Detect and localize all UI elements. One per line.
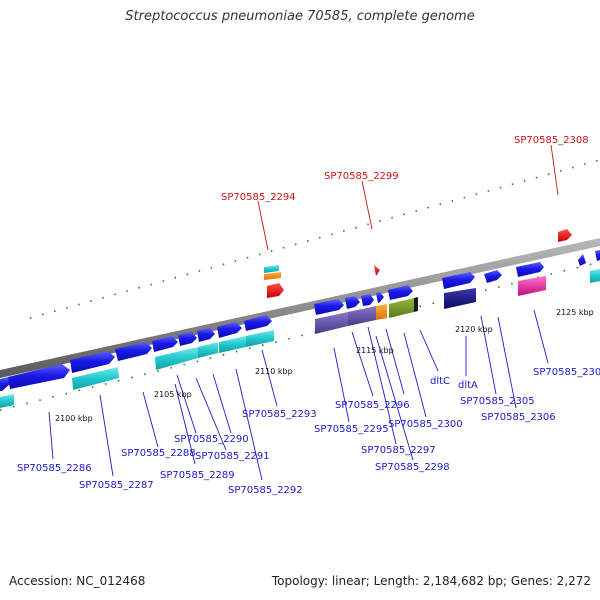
- gene-label: SP70585_2292: [228, 485, 303, 496]
- gene-label: dltC: [430, 376, 450, 387]
- gene-label: SP70585_2295: [314, 424, 389, 435]
- gene-arrow: [152, 336, 178, 352]
- cyan-feature: [0, 394, 14, 408]
- cyan-feature: [72, 367, 119, 390]
- gene-arrow: [345, 296, 360, 309]
- gene-label: SP70585_2300: [388, 419, 463, 430]
- gene-label: SP70585_2286: [17, 463, 92, 474]
- gene-label: SP70585_2307: [533, 367, 600, 378]
- orange-feature: [376, 304, 387, 320]
- gene-arrow: [442, 272, 475, 289]
- gene-arrow: [0, 377, 10, 391]
- leader-lines-red: [257, 144, 559, 251]
- highlight-label: SP70585_2294: [221, 192, 296, 203]
- gene-label: SP70585_2289: [160, 470, 235, 481]
- gene-label: SP70585_2306: [481, 412, 556, 423]
- cyan-feature: [219, 336, 246, 353]
- scale-label: 2120 kbp: [455, 325, 493, 334]
- gene-label: SP70585_2291: [195, 451, 270, 462]
- gene-arrow: [8, 364, 70, 389]
- gene-arrow: [314, 299, 344, 315]
- gene-arrow: [244, 315, 272, 331]
- tick-track-lower: [0, 261, 600, 411]
- tick-tracks: [0, 159, 600, 411]
- gene-label: dltA: [458, 380, 478, 391]
- red-feature: [267, 283, 284, 298]
- gene-arrow: [178, 332, 197, 346]
- red-feature: [558, 229, 572, 242]
- gene-arrow: [578, 254, 586, 266]
- scale-label: 2125 kbp: [556, 308, 594, 317]
- map-title: Streptococcus pneumoniae 70585, complete…: [125, 9, 475, 24]
- feature-track[interactable]: [0, 269, 600, 408]
- tick-track-top: [29, 159, 600, 319]
- gene-arrow: [70, 351, 115, 373]
- gene-label: SP70585_2287: [79, 480, 154, 491]
- purple-feature: [348, 306, 376, 326]
- black-feature: [414, 297, 418, 312]
- gene-arrow: [115, 342, 152, 361]
- gene-arrow: [197, 328, 215, 342]
- gene-label: SP70585_2290: [174, 434, 249, 445]
- genome-backbone: [0, 238, 600, 378]
- scale-label: 2105 kbp: [154, 390, 192, 399]
- forward-genes[interactable]: [0, 250, 600, 391]
- highlight-label: SP70585_2299: [324, 171, 399, 182]
- navy-feature: [444, 288, 476, 309]
- highlight-features[interactable]: [264, 229, 572, 298]
- gene-arrow: [388, 285, 413, 300]
- cyan-feature: [590, 269, 600, 283]
- gene-label: SP70585_2297: [361, 445, 436, 456]
- red-feature: [374, 265, 380, 276]
- gene-label: SP70585_2288: [121, 448, 196, 459]
- scale-label: 2100 kbp: [55, 414, 93, 423]
- gene-arrow: [484, 270, 502, 283]
- olive-feature: [389, 298, 414, 318]
- orange-feature: [264, 272, 281, 280]
- gene-label: SP70585_2293: [242, 409, 317, 420]
- scale-labels: 2100 kbp 2105 kbp 2110 kbp 2115 kbp 2120…: [55, 308, 594, 423]
- cyan-feature: [264, 265, 279, 273]
- gene-label: SP70585_2296: [335, 400, 410, 411]
- cyan-feature: [246, 330, 274, 347]
- gene-arrow: [217, 322, 242, 338]
- gene-labels[interactable]: SP70585_2286 SP70585_2287 SP70585_2288 S…: [17, 367, 600, 496]
- accession-text: Accession: NC_012468: [9, 574, 146, 588]
- cyan-feature: [198, 342, 218, 358]
- gene-label: SP70585_2298: [375, 462, 450, 473]
- summary-text: Topology: linear; Length: 2,184,682 bp; …: [271, 574, 591, 588]
- scale-label: 2110 kbp: [255, 367, 293, 376]
- gene-arrow: [361, 294, 374, 306]
- gene-arrow: [595, 250, 600, 261]
- gene-label: SP70585_2305: [460, 396, 535, 407]
- gene-arrow: [516, 262, 544, 277]
- highlight-label: SP70585_2308: [514, 135, 589, 146]
- highlight-labels[interactable]: SP70585_2294 SP70585_2299 SP70585_2308: [221, 135, 589, 203]
- cyan-feature: [155, 347, 198, 370]
- pink-feature: [518, 276, 546, 296]
- leader-lines: [48, 309, 549, 481]
- scale-label: 2115 kbp: [356, 346, 394, 355]
- gene-arrow: [376, 292, 384, 303]
- purple-feature: [315, 312, 348, 334]
